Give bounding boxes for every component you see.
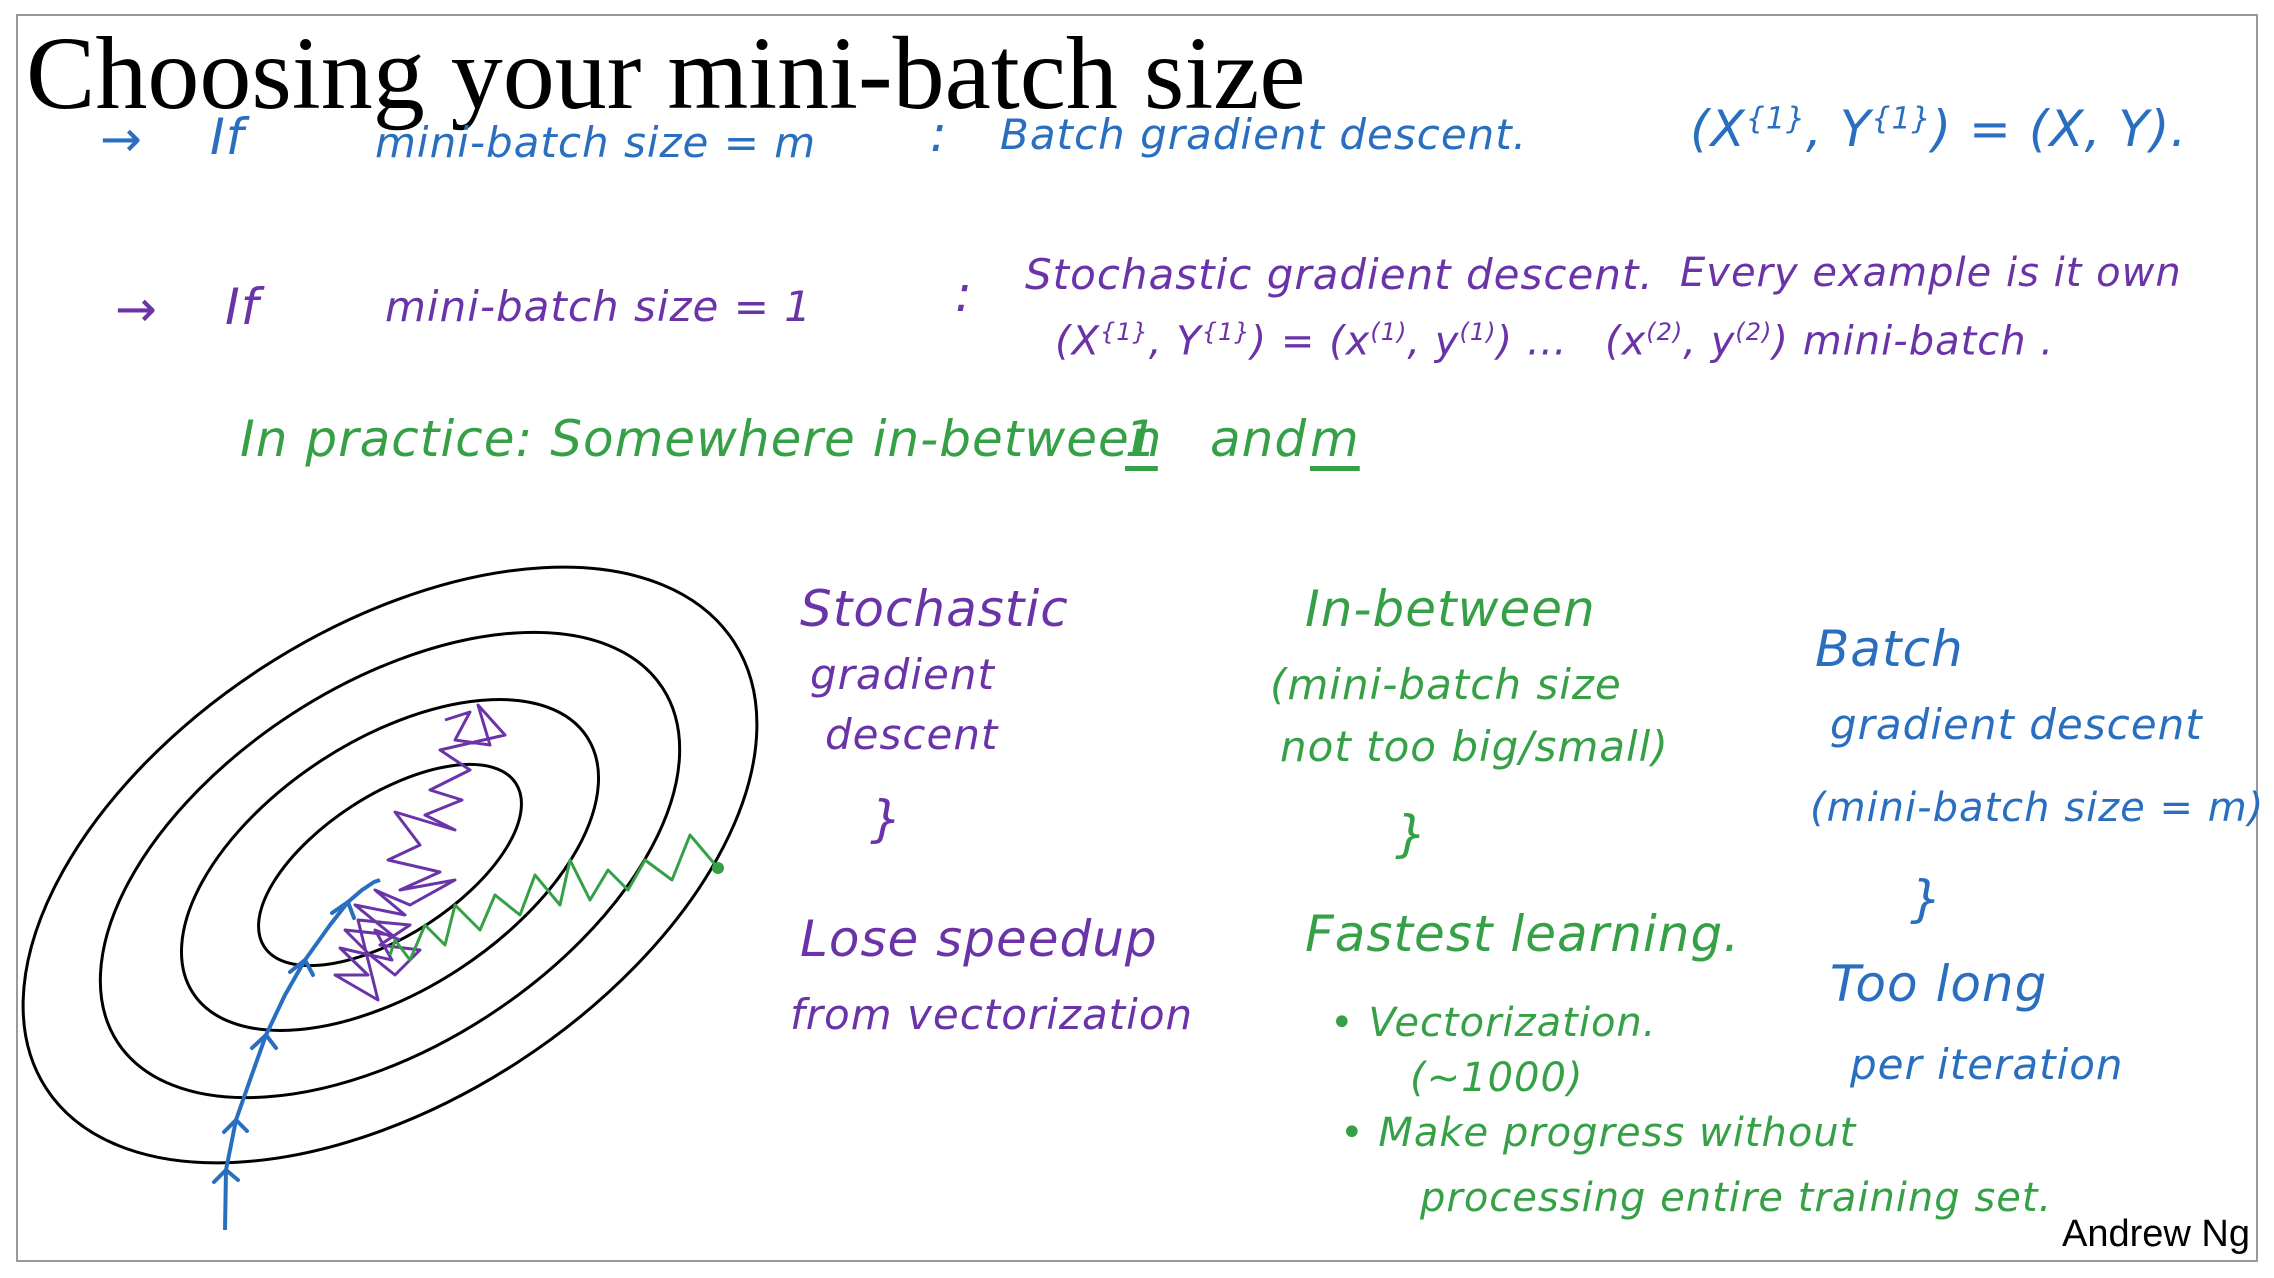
contour-ring-2 <box>179 698 601 1032</box>
inbetween-title: In-between <box>1305 580 1596 638</box>
inbetween-bullet-2-line-2: processing entire training set. <box>1420 1175 2053 1221</box>
line2-formula-b: (x(2), y(2)) mini-batch . <box>1605 318 2054 364</box>
line3-and: and <box>1210 410 1308 468</box>
inbetween-brace: } <box>1395 805 1428 863</box>
line1-formula: (X{1}, Y{1}) = (X, Y). <box>1690 100 2187 158</box>
batch-gd-arrow-4 <box>288 956 315 977</box>
stochastic-title-3: descent <box>825 710 999 759</box>
batch-gd-path <box>223 878 381 1231</box>
line2-formula-a-sup1: {1} <box>1100 318 1149 346</box>
inbetween-bullet-1: • Vectorization. <box>1330 1000 1657 1046</box>
inbetween-bullet-2: • Make progress without <box>1340 1110 1857 1156</box>
line2-note: Every example is it own <box>1680 250 2182 296</box>
line2-lead: If <box>225 278 260 336</box>
line1-arrow: → <box>100 110 143 168</box>
line1-formula-rhs: ) = (X, Y). <box>1931 100 2188 158</box>
line1-formula-sup1: {1} <box>1745 101 1807 137</box>
inbetween-bullet-2-text: Make progress without <box>1378 1110 1857 1156</box>
batch-result-2: per iteration <box>1850 1040 2124 1089</box>
inbetween-sub-1: (mini-batch size <box>1270 660 1622 709</box>
line3-text: In practice: Somewhere in-between <box>240 410 1163 468</box>
line1-lead: If <box>210 108 245 166</box>
contour-ring-4 <box>21 565 759 1165</box>
slide-frame <box>16 14 2258 1262</box>
line2-formula-a-lhs: (X <box>1055 318 1101 365</box>
line2-formula-a-mid2: , y <box>1407 318 1460 365</box>
inbetween-sub-2: not too big/small) <box>1280 722 1669 771</box>
line2-formula-a-mid: , Y <box>1148 318 1202 365</box>
line1-condition: mini-batch size = m <box>375 118 817 167</box>
batch-title-2: gradient descent <box>1830 700 2203 749</box>
line1-formula-sup2: {1} <box>1871 101 1932 137</box>
stochastic-result-2: from vectorization <box>790 990 1194 1039</box>
batch-result-1: Too long <box>1830 955 2048 1013</box>
line2-formula-b-sup1: (2) <box>1646 318 1684 346</box>
stochastic-result-1: Lose speedup <box>800 910 1158 968</box>
batch-brace: } <box>1910 870 1943 928</box>
line2-formula-b-lhs: (x <box>1605 318 1647 365</box>
line2-separator: : <box>955 265 973 323</box>
stochastic-title-1: Stochastic <box>800 580 1069 638</box>
contour-ring-1 <box>257 762 523 968</box>
line1-formula-lhs: (X <box>1690 100 1746 158</box>
line2-formula-a-end: ) … <box>1496 318 1568 365</box>
line2-formula-a-eq: ) = (x <box>1250 318 1371 365</box>
author-credit: Andrew Ng <box>2062 1213 2250 1255</box>
mini-batch-path <box>388 833 720 962</box>
line1-separator: : <box>930 105 948 163</box>
inbetween-result: Fastest learning. <box>1305 905 1741 963</box>
line2-arrow: → <box>115 280 158 338</box>
batch-gd-arrow-1 <box>212 1167 240 1184</box>
inbetween-bullet-1-sub: (~1000) <box>1410 1055 1584 1101</box>
line2-formula-a-sup2: {1} <box>1201 318 1251 346</box>
line3-m: m <box>1310 410 1360 468</box>
mini-batch-start-dot <box>712 862 724 874</box>
contour-ring-3 <box>98 630 682 1100</box>
batch-title-1: Batch <box>1815 620 1964 678</box>
batch-gd-arrow-2 <box>222 1117 249 1134</box>
batch-gd-arrow-3 <box>250 1032 278 1050</box>
line1-formula-mid: , Y <box>1806 100 1872 158</box>
line2-method: Stochastic gradient descent. <box>1025 250 1654 299</box>
line2-condition: mini-batch size = 1 <box>385 282 813 331</box>
line2-formula-a-sup3: (1) <box>1370 318 1408 346</box>
stochastic-gd-path <box>333 703 507 1002</box>
batch-gd-arrow-5 <box>330 898 356 920</box>
inbetween-bullet-1-text: Vectorization. <box>1368 1000 1657 1046</box>
line3-one: 1 <box>1125 410 1158 468</box>
batch-sub: (mini-batch size = m) <box>1810 785 2265 831</box>
line2-formula-a-sup4: (1) <box>1459 318 1497 346</box>
line2-formula-b-end: ) mini-batch . <box>1772 318 2055 365</box>
line2-formula-b-sup2: (2) <box>1735 318 1773 346</box>
line1-method: Batch gradient descent. <box>1000 110 1528 159</box>
stochastic-brace: } <box>870 790 903 848</box>
slide-title: Choosing your mini-batch size <box>26 16 1306 131</box>
line2-formula-b-mid: , y <box>1683 318 1736 365</box>
stochastic-title-2: gradient <box>810 650 995 699</box>
line2-formula-a: (X{1}, Y{1}) = (x(1), y(1)) … <box>1055 318 1568 364</box>
